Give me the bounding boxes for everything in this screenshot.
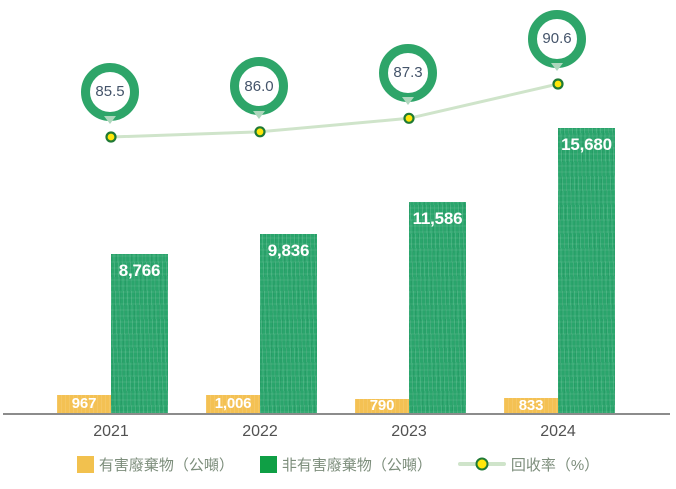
x-axis-label-2024: 2024 <box>540 423 576 440</box>
recovery-rate-badge-2024: 90.6 <box>528 9 586 68</box>
legend-label-recovery-rate: 回收率（%） <box>510 456 600 474</box>
recovery-rate-marker <box>552 78 564 90</box>
recovery-rate-badge-2022: 86.0 <box>230 57 288 116</box>
bar-hazardous-2021-label: 967 <box>71 395 97 413</box>
recovery-dot-icon <box>475 457 489 471</box>
x-axis-label-2021: 2021 <box>93 423 129 440</box>
bar-nonhazardous-2023-label: 11,586 <box>412 209 463 228</box>
bar-nonhazardous-2022: 9,836 <box>260 234 317 413</box>
recovery-rate-badge-2023: 87.3 <box>379 43 437 102</box>
x-axis-label-2023: 2023 <box>391 423 427 440</box>
legend-item-recovery-rate: 回收率（%） <box>457 454 600 475</box>
bar-nonhazardous-2024-label: 15,680 <box>561 135 612 154</box>
badge-pointer-icon <box>402 97 414 106</box>
bar-nonhazardous-2024: 15,680 <box>558 128 615 413</box>
recovery-rate-badge-2021: 85.5 <box>81 62 139 121</box>
legend-item-hazardous: 有害廢棄物（公噸） <box>76 454 234 475</box>
bar-nonhazardous-2023: 11,586 <box>409 202 466 413</box>
bar-hazardous-2021: 967 <box>57 395 111 413</box>
badge-pointer-icon <box>104 116 116 124</box>
hazardous-swatch-icon <box>76 455 94 473</box>
nonhazardous-swatch-icon <box>259 455 277 473</box>
bar-hazardous-2022: 1,006 <box>206 395 260 413</box>
x-axis-label-2022: 2022 <box>242 423 278 440</box>
bar-hazardous-2022-label: 1,006 <box>214 395 252 413</box>
recovery-line-marker-icon <box>457 457 506 471</box>
legend-label-nonhazardous: 非有害廢棄物（公噸） <box>281 456 432 474</box>
badge-pointer-icon <box>551 63 563 71</box>
bar-hazardous-2024-label: 833 <box>518 396 544 414</box>
bar-hazardous-2023-label: 790 <box>369 397 395 415</box>
x-axis-line <box>3 413 670 415</box>
bar-hazardous-2024: 833 <box>504 396 558 414</box>
bar-hazardous-2023: 790 <box>355 397 409 415</box>
recovery-rate-line <box>110 82 559 139</box>
recovery-rate-marker <box>105 131 117 143</box>
bar-nonhazardous-2022-label: 9,836 <box>267 241 310 260</box>
chart-legend: 有害廢棄物（公噸） 非有害廢棄物（公噸） 回收率（%） <box>0 452 676 476</box>
badge-pointer-icon <box>253 110 265 119</box>
bar-nonhazardous-2021: 8,766 <box>111 254 168 413</box>
recovery-rate-marker <box>254 126 266 138</box>
legend-item-nonhazardous: 非有害廢棄物（公噸） <box>259 454 432 475</box>
bar-nonhazardous-2021-label: 8,766 <box>118 261 161 280</box>
recovery-rate-marker <box>403 112 415 124</box>
legend-label-hazardous: 有害廢棄物（公噸） <box>98 456 234 474</box>
